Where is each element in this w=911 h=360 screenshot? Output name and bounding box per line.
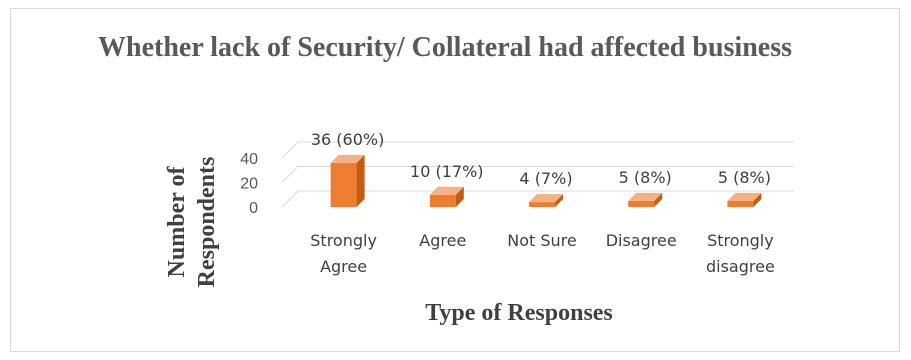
bar-side: [455, 186, 464, 207]
bar: [330, 162, 357, 207]
category-label: disagree: [706, 257, 775, 276]
bar: [529, 202, 555, 207]
data-label: 10 (17%): [410, 162, 484, 181]
data-label: 36 (60%): [311, 130, 385, 149]
x-axis-title: Type of Responses: [425, 300, 613, 326]
y-axis-title: Number of: [164, 166, 190, 278]
data-label: 5 (8%): [619, 168, 672, 187]
bar-top: [429, 186, 464, 195]
bar-side: [654, 192, 663, 207]
bar-top: [628, 192, 663, 201]
category-label: Strongly: [310, 231, 377, 250]
chart-title: Whether lack of Security/ Collateral had…: [98, 32, 792, 63]
y-axis-title: Respondents: [194, 157, 220, 288]
category-label: Strongly: [707, 231, 774, 250]
category-label: Not Sure: [507, 231, 576, 250]
category-label: Agree: [419, 231, 466, 250]
bar-top: [727, 192, 762, 201]
category-label: Agree: [320, 257, 367, 276]
gridline: [281, 141, 794, 159]
chart-frame: [10, 8, 900, 352]
bar-side: [753, 192, 762, 207]
data-label: 5 (8%): [718, 168, 771, 187]
y-tick-label: 40: [240, 151, 258, 168]
gridline: [281, 166, 794, 183]
y-tick-label: 20: [240, 176, 258, 193]
bar-top: [330, 154, 365, 163]
bar-side: [555, 194, 563, 207]
bar: [429, 194, 456, 207]
bar: [628, 200, 655, 207]
bar-top: [529, 194, 563, 203]
category-label: Disagree: [606, 231, 677, 250]
data-label: 4 (7%): [519, 169, 572, 188]
gridline: [281, 190, 794, 208]
y-tick-label: 0: [249, 200, 258, 217]
bar-side: [356, 154, 365, 207]
bar: [727, 200, 754, 207]
